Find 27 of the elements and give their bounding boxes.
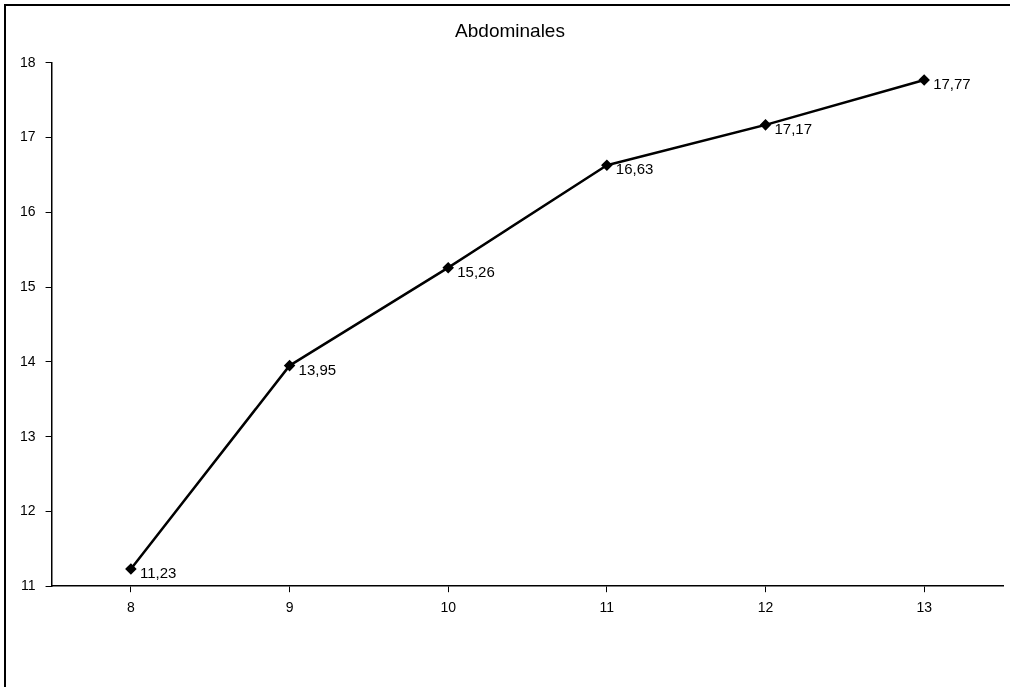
y-tick-label: 12 (19, 502, 36, 519)
y-tick-label: 14 (19, 352, 36, 369)
data-label: 17,17 (774, 120, 813, 137)
x-tick-label: 10 (440, 599, 457, 616)
y-tick-label: 15 (19, 277, 36, 294)
data-label: 17,77 (933, 75, 971, 93)
x-tick-label: 11 (599, 599, 615, 616)
point (918, 74, 930, 86)
x-tick-label: 13 (916, 599, 933, 616)
y-tick-label: 17 (19, 128, 36, 145)
y-tick-label: 18 (19, 53, 36, 70)
data-label: 11,23 (139, 564, 177, 582)
data-label: 16,63 (615, 160, 654, 178)
point (601, 159, 613, 171)
point (760, 119, 771, 131)
data-label: 15,26 (457, 262, 495, 280)
point (442, 262, 454, 273)
data-label: 13,95 (298, 360, 337, 378)
point (125, 563, 137, 575)
y-tick-label: 11 (21, 577, 36, 594)
x-tick-label: 8 (127, 599, 135, 616)
point (284, 360, 295, 371)
y-tick-label: 16 (19, 203, 36, 220)
y-tick-label: 13 (19, 427, 36, 444)
chart-title: Abdominales (455, 19, 565, 41)
x-tick-label: 12 (757, 599, 774, 616)
x-tick-label: 9 (285, 599, 294, 616)
